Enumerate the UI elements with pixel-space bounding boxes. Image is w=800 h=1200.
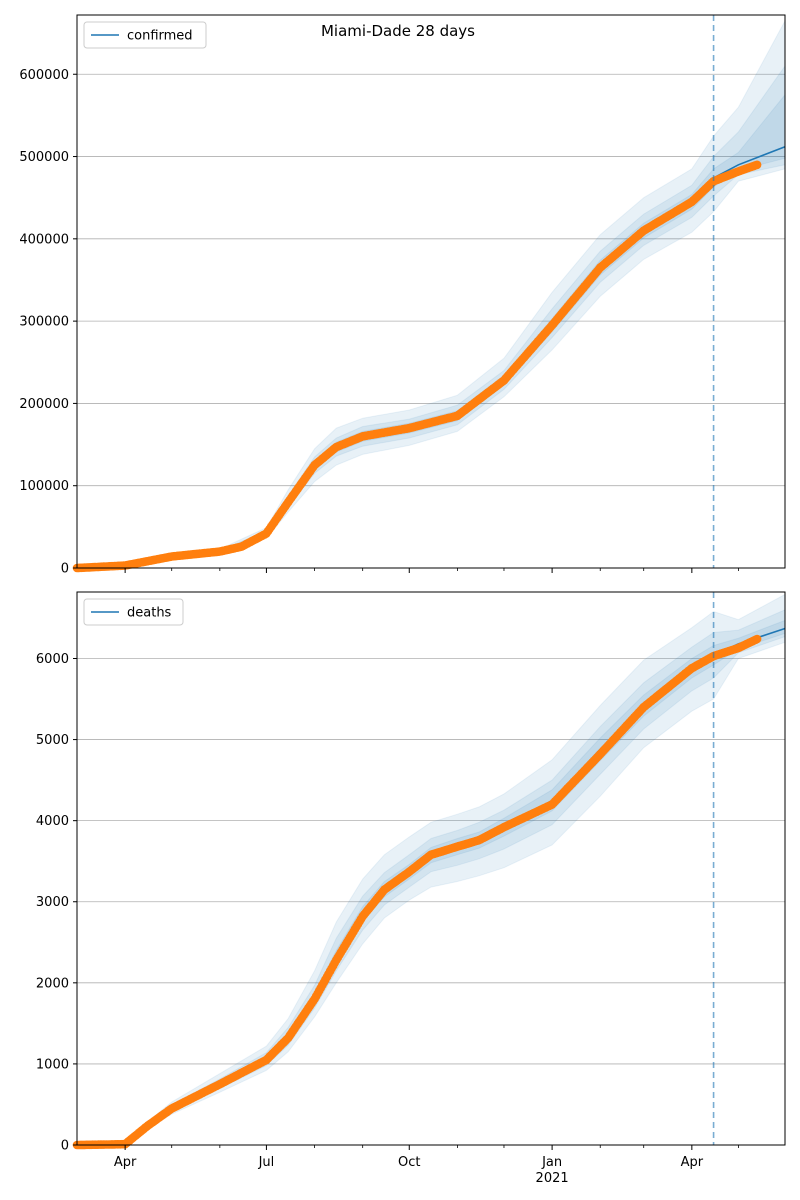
observed-point	[752, 160, 762, 170]
axes-frame	[76, 14, 786, 569]
y-tick-label: 500000	[19, 150, 69, 165]
chart-title: Miami-Dade 28 days	[321, 22, 475, 40]
y-tick-label: 4000	[36, 814, 69, 829]
y-tick-label: 6000	[36, 652, 69, 667]
y-tick-label: 100000	[19, 479, 69, 494]
legend-box	[83, 21, 207, 49]
uncertainty-band-2	[76, 93, 786, 569]
axes-frame	[76, 591, 786, 1146]
y-tick-label: 300000	[19, 315, 69, 330]
deaths-panel: 0 1000 2000 3000 4000 5000 6000 Apr Jul Oct Jan202…	[36, 591, 786, 1186]
legend-label: confirmed	[127, 29, 193, 44]
y-tick-label: 3000	[36, 895, 69, 910]
x-tick-label: Apr	[114, 1155, 137, 1170]
y-tick-label: 400000	[19, 232, 69, 247]
y-tick-label: 2000	[36, 976, 69, 991]
legend-label: deaths	[127, 606, 172, 621]
x-tick-label: Jul	[258, 1155, 275, 1170]
y-tick-label: 0	[61, 1139, 69, 1154]
legend-box	[83, 598, 184, 626]
x-tick-label: Jan	[541, 1155, 562, 1170]
y-tick-label: 1000	[36, 1057, 69, 1072]
y-tick-label: 200000	[19, 397, 69, 412]
x-tick-label: Apr	[681, 1155, 704, 1170]
x-tick-label: Oct	[398, 1155, 420, 1170]
x-tick-sublabel: 2021	[536, 1171, 569, 1186]
confirmed-panel: 0 100000 200000 300000 400000 500000 600000 con…	[19, 14, 786, 577]
y-tick-label: 0	[61, 562, 69, 577]
y-tick-label: 600000	[19, 68, 69, 83]
y-tick-label: 5000	[36, 733, 69, 748]
observed-point	[752, 634, 762, 644]
uncertainty-band-1	[76, 64, 786, 569]
